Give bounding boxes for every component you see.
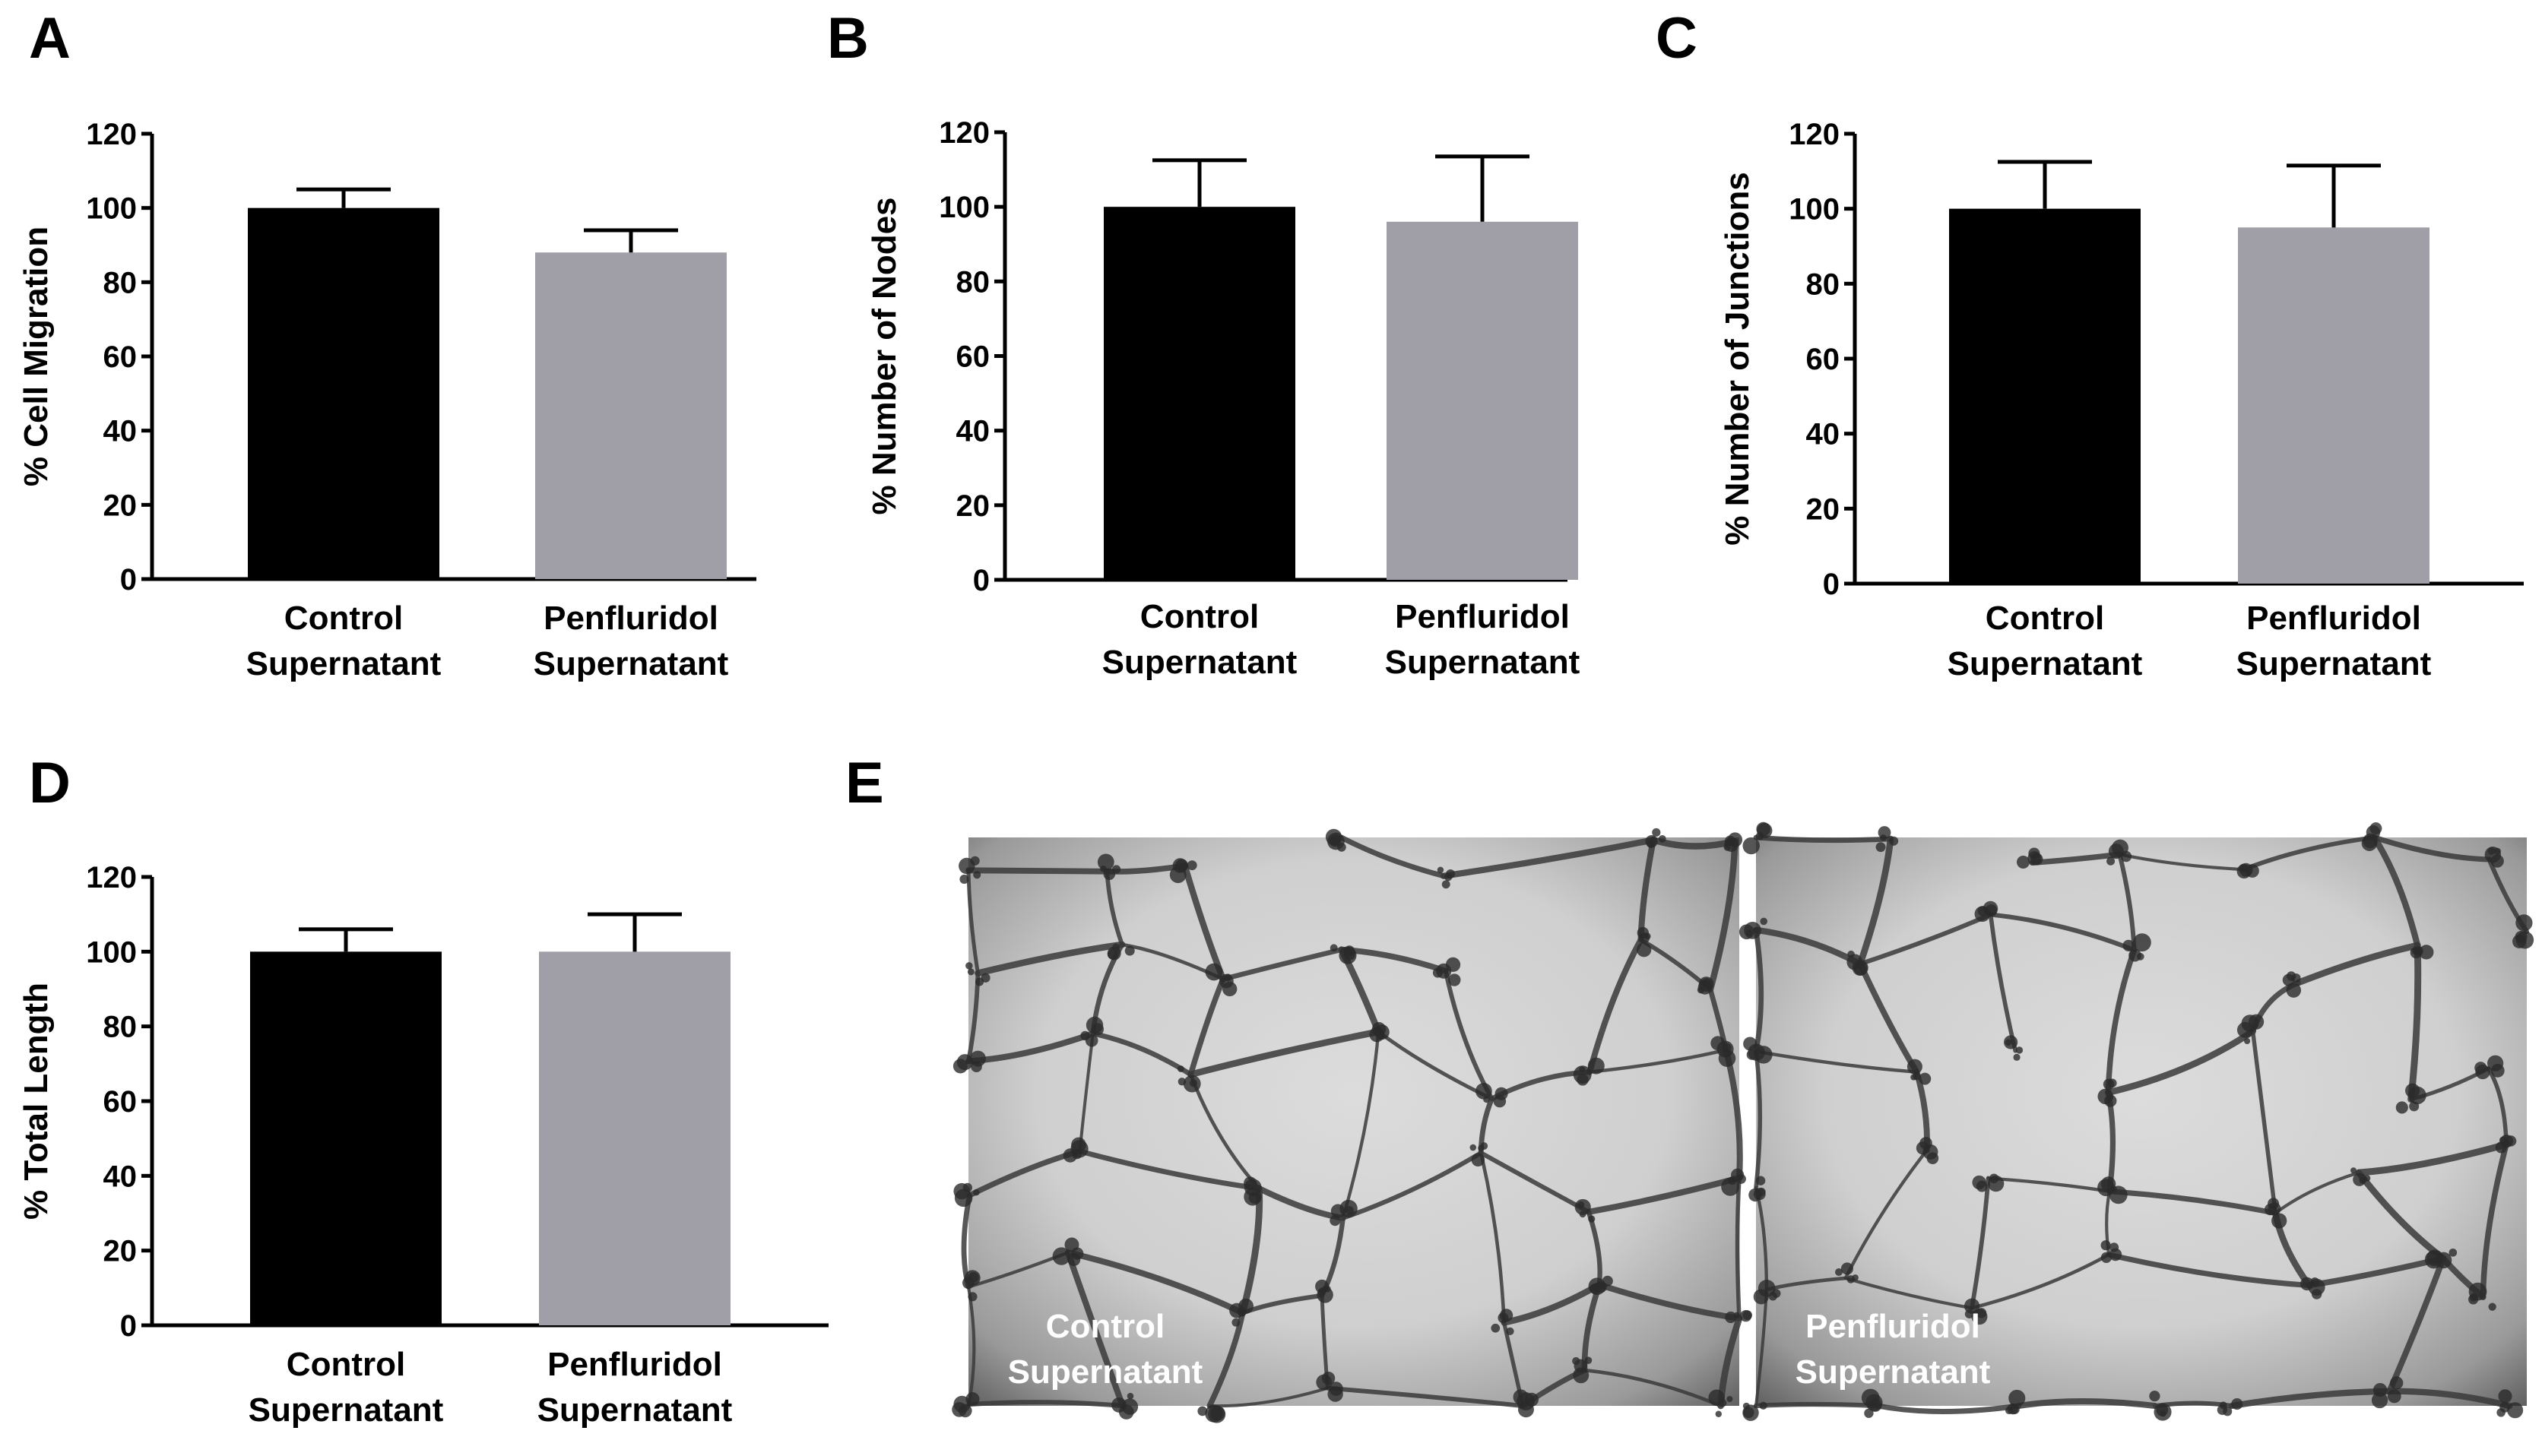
category-label: Control <box>287 1346 405 1383</box>
category-label: Supernatant <box>2236 645 2432 682</box>
y-axis-title: % Cell Migration <box>17 226 55 486</box>
bar <box>1104 207 1295 580</box>
y-tick-label: 120 <box>86 118 137 151</box>
y-axis-title: % Number of Junctions <box>1719 172 1756 545</box>
y-tick-label: 100 <box>86 192 137 226</box>
y-tick-label: 120 <box>86 861 137 894</box>
panel-letter-c: C <box>1656 6 1697 71</box>
y-tick-label: 0 <box>120 1309 137 1343</box>
category-label: Supernatant <box>1385 644 1580 681</box>
tube-network <box>952 828 1752 1423</box>
y-tick-label: 40 <box>1806 418 1840 451</box>
y-tick-label: 80 <box>103 266 138 299</box>
y-tick-label: 40 <box>103 415 138 448</box>
micrograph-label: Supernatant <box>1008 1353 1203 1391</box>
panel-letter-d: D <box>29 751 71 815</box>
category-label: Control <box>1986 600 2104 637</box>
tube-network <box>1739 821 2534 1421</box>
category-label: Supernatant <box>1102 644 1298 681</box>
category-label: Penfluridol <box>2246 600 2421 637</box>
y-tick-label: 40 <box>956 415 990 448</box>
y-tick-label: 100 <box>939 191 990 224</box>
category-label: Supernatant <box>249 1391 444 1429</box>
category-label: Supernatant <box>1948 645 2143 682</box>
category-label: Control <box>1140 598 1259 635</box>
y-tick-label: 80 <box>956 265 990 299</box>
bar <box>535 252 727 579</box>
bar <box>1387 221 1578 580</box>
y-tick-label: 120 <box>1789 118 1840 151</box>
y-tick-label: 100 <box>86 935 137 969</box>
category-label: Supernatant <box>534 645 729 682</box>
y-tick-label: 80 <box>1806 267 1840 301</box>
y-tick-label: 60 <box>956 340 990 374</box>
chart-number-of-nodes: 0 20 40 60 80 100 120 % Number of Nodes Control S… <box>866 116 1580 681</box>
panel-letter-b: B <box>827 6 869 71</box>
y-tick-label: 60 <box>103 340 138 374</box>
category-label: Control <box>284 600 403 637</box>
panel-letter-a: A <box>29 6 71 71</box>
y-tick-label: 20 <box>956 489 990 523</box>
y-tick-label: 60 <box>1806 343 1840 376</box>
y-tick-label: 60 <box>103 1085 138 1119</box>
y-tick-label: 0 <box>973 564 990 597</box>
micrograph-label: Supernatant <box>1796 1353 1991 1391</box>
micrograph-label: Penfluridol <box>1805 1308 1980 1345</box>
y-tick-label: 20 <box>1806 492 1840 526</box>
chart-number-of-junctions: 0 20 40 60 80 100 120 % Number of Junctions Cont… <box>1719 118 2524 682</box>
y-tick-label: 120 <box>939 116 990 150</box>
y-tick-label: 20 <box>103 489 138 522</box>
micrograph-background <box>968 837 1739 1406</box>
bar <box>250 951 442 1325</box>
category-label: Penfluridol <box>547 1346 722 1383</box>
y-tick-label: 100 <box>1789 193 1840 226</box>
micrograph-penfluridol: Penfluridol Supernatant <box>1739 821 2534 1421</box>
y-tick-label: 20 <box>103 1235 138 1268</box>
micrograph-control: Control Supernatant <box>952 828 1752 1423</box>
chart-total-length: 0 20 40 60 80 100 120 % Total Length Control Supe… <box>17 861 829 1429</box>
y-axis-title: % Number of Nodes <box>866 197 903 514</box>
bar <box>539 951 731 1325</box>
micrograph-label: Control <box>1046 1308 1165 1345</box>
panel-letter-e: E <box>845 751 884 815</box>
bar <box>248 207 439 579</box>
bar <box>1949 208 2141 584</box>
category-label: Penfluridol <box>1395 598 1570 635</box>
category-label: Penfluridol <box>544 600 718 637</box>
y-tick-label: 40 <box>103 1160 138 1193</box>
y-tick-label: 0 <box>1823 568 1840 601</box>
y-tick-label: 80 <box>103 1011 138 1044</box>
chart-cell-migration: 0 20 40 60 80 100 120 % Cell Migration Control Su… <box>17 118 756 682</box>
category-label: Supernatant <box>537 1391 733 1429</box>
y-tick-label: 0 <box>120 563 137 597</box>
bar <box>2238 227 2429 584</box>
micrograph-background <box>1756 837 2527 1406</box>
y-axis-title: % Total Length <box>17 983 55 1220</box>
category-label: Supernatant <box>246 645 442 682</box>
